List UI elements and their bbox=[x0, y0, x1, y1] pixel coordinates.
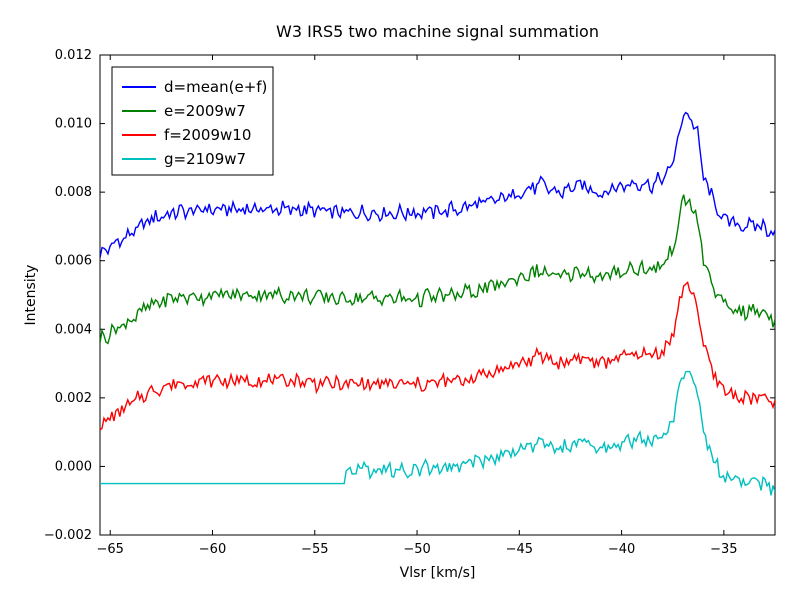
y-tick-label: 0.000 bbox=[55, 459, 92, 474]
y-tick-label: 0.004 bbox=[55, 322, 92, 337]
spectrum-chart: −65 −60 −55 −50 −45 −40 −35 −0.002 0.000 0.002 0.0… bbox=[0, 0, 800, 600]
chart-title: W3 IRS5 two machine signal summation bbox=[276, 22, 599, 41]
x-tick-label: −55 bbox=[301, 542, 328, 557]
y-tick-label: 0.008 bbox=[55, 185, 92, 200]
legend-label: d=mean(e+f) bbox=[164, 78, 267, 96]
y-tick-label: 0.006 bbox=[55, 254, 92, 269]
series-f bbox=[100, 282, 775, 429]
y-tick-label: −0.002 bbox=[44, 528, 92, 543]
x-tick-label: −65 bbox=[97, 542, 124, 557]
x-tick-label: −40 bbox=[608, 542, 635, 557]
x-tick-label: −60 bbox=[199, 542, 226, 557]
y-axis-label: Intensity bbox=[23, 265, 39, 326]
legend-label: f=2009w10 bbox=[164, 126, 251, 144]
x-tick-label: −35 bbox=[710, 542, 737, 557]
y-tick-label: 0.012 bbox=[55, 48, 92, 63]
series-g bbox=[100, 371, 775, 495]
x-tick-label: −45 bbox=[506, 542, 533, 557]
y-tick-label: 0.010 bbox=[55, 117, 92, 132]
legend-label: e=2009w7 bbox=[164, 102, 246, 120]
series-e bbox=[100, 195, 775, 344]
y-tick-label: 0.002 bbox=[55, 391, 92, 406]
x-tick-label: −50 bbox=[403, 542, 430, 557]
legend-label: g=2109w7 bbox=[164, 150, 246, 168]
x-axis-label: Vlsr [km/s] bbox=[400, 565, 476, 581]
